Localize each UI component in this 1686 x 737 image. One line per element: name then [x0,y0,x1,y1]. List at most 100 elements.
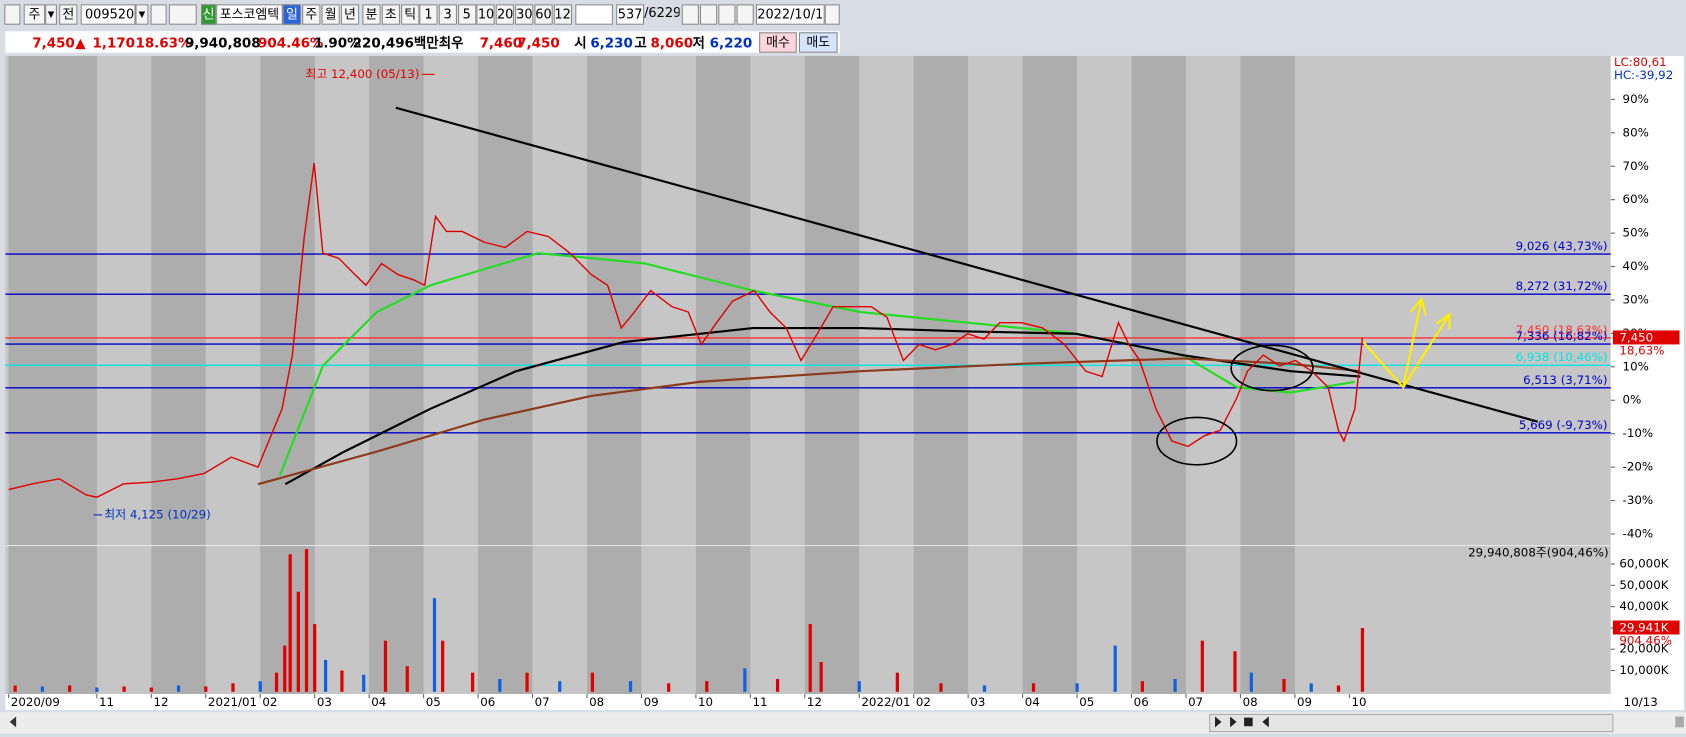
volume-bar [558,681,562,692]
play[interactable] [1215,716,1222,728]
stop[interactable] [1244,717,1253,727]
volume-bar [939,683,943,692]
volume-bar [383,640,388,692]
blank-select[interactable] [575,4,613,25]
y-tick-label: -40% [1623,526,1654,540]
search[interactable] [150,4,167,25]
toolbar-button[interactable]: 5 [457,4,476,25]
y-tick-label: 70% [1623,159,1649,173]
y-tick-label: 80% [1623,125,1649,139]
volume-bar [441,640,445,692]
toolbar-button[interactable]: 틱 [401,4,420,25]
price: 7,450 [32,34,75,51]
best-label: 최우 [438,34,464,51]
volume-bar [525,672,529,692]
low-label: 저 [692,34,705,51]
toolbar-button[interactable]: 초 [381,4,400,25]
x-tick-label: 04 [371,695,386,709]
scroll-tools[interactable] [1209,713,1614,733]
month-band [695,55,751,694]
volume-bar [1200,640,1204,692]
arrow-head [1409,296,1427,316]
icon[interactable] [736,4,754,25]
price-line [8,162,1364,498]
volume-bar [590,672,595,692]
back[interactable] [1262,716,1269,728]
volume-bar [304,549,309,692]
toolbar-button[interactable]: 30 [515,4,534,25]
date-input[interactable]: 2022/10/1 [755,4,825,25]
count[interactable]: 537 [616,4,645,25]
code-input[interactable]: 009520 [80,4,136,25]
sell-button[interactable]: 매도 [798,32,838,53]
x-tick-label: 09 [1297,695,1312,709]
volume-bar [122,686,126,692]
y-tick-label: 90% [1623,92,1649,106]
y-tick-label: 40% [1623,259,1649,273]
volume-bar [432,598,437,692]
level-label: 7,450 (18,63%) [1516,323,1608,337]
icon[interactable] [681,4,699,25]
x-tick-label: 06 [480,695,495,709]
x-tick-label: 03 [970,695,985,709]
dropdown[interactable]: ▼ [45,4,57,25]
volume-bar [68,685,72,692]
volume-bar [40,686,45,692]
scroll-left[interactable] [9,716,17,728]
x-tick-label: 2022/01 [861,695,910,709]
play[interactable] [1230,716,1237,728]
open-label: 시 [574,34,587,51]
price-tag-pct: 18,63% [1619,343,1664,357]
high-label: 고 [634,34,647,51]
market-select[interactable]: 주 [23,4,46,25]
turnover: 1.90% [313,34,361,51]
right-axis-bg [1610,55,1684,711]
volume-bar [1282,679,1286,692]
volume-bar [982,685,987,692]
y-tick-label: 20,000K [1619,642,1668,656]
quote-bg [5,31,840,53]
toolbar-button[interactable]: 일 [282,4,302,25]
volume-bar [204,686,208,692]
toolbar-button[interactable]: 주 [302,4,321,25]
price-tag [1612,330,1680,345]
volume-bar [288,554,292,692]
toolbar-button[interactable]: 년 [340,4,360,25]
menu-icon[interactable] [4,4,21,25]
icon[interactable] [699,4,718,25]
volume-bar [470,672,475,692]
y-tick-label: 0% [1623,393,1642,407]
toolbar-button[interactable]: 10 [476,4,496,25]
toolbar-button[interactable]: 3 [438,4,457,25]
volume-bar [895,672,899,692]
toolbar-button[interactable]: 60 [534,4,553,25]
scroll-right[interactable] [1675,716,1684,728]
speaker[interactable] [168,4,197,25]
y-tick-label: 60,000K [1619,557,1668,571]
low: 6,220 [709,34,753,51]
drawings [1156,296,1451,466]
toolbar-button[interactable]: 120 [553,4,572,25]
volume-bar [775,679,780,692]
calendar[interactable] [824,4,840,25]
toolbar-button[interactable]: 20 [495,4,515,25]
board-button[interactable]: 전 [59,4,78,25]
ellipse [1230,344,1314,392]
buy-button[interactable]: 매수 [759,32,797,53]
icon[interactable] [718,4,736,25]
volume-bar [1336,685,1341,692]
y-tick-label: 60% [1623,192,1649,206]
toolbar-button[interactable]: 월 [321,4,340,25]
volume-tag [1612,620,1680,635]
level-label: 8,272 (31,72%) [1516,279,1608,293]
level-label: 6,513 (3,71%) [1523,373,1607,387]
dropdown[interactable]: ▼ [135,4,149,25]
volume-bar [1309,683,1313,692]
volume-bar [1031,683,1036,692]
volume-bar [405,666,409,692]
toolbar-button[interactable]: 분 [362,4,381,25]
volume-bar [313,624,317,692]
toolbar-button[interactable]: 1 [419,4,438,25]
badge: 신 [201,4,217,25]
